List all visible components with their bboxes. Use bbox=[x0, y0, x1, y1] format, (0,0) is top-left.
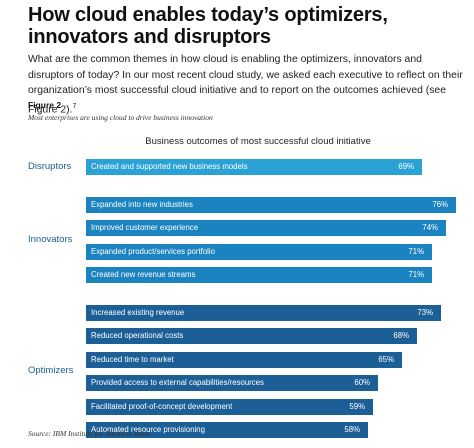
figure-label: Figure 2 bbox=[28, 100, 62, 110]
bar: Created and supported new business model… bbox=[86, 159, 422, 175]
bar: Expanded into new industries 76% bbox=[86, 196, 456, 213]
footnote-ref: 7 bbox=[72, 102, 77, 110]
bar: Facilitated proof-of-concept development… bbox=[86, 398, 373, 415]
bar: Increased existing revenue 73% bbox=[86, 304, 441, 321]
bar-value-label: 71% bbox=[408, 270, 424, 279]
bar: Created new revenue streams 71% bbox=[86, 267, 432, 283]
bar-value-label: 59% bbox=[349, 401, 365, 411]
page-title: How cloud enables today’s optimizers, in… bbox=[28, 4, 388, 48]
bar: Expanded product/services portfolio 71% bbox=[86, 243, 432, 260]
bar-value-label: 73% bbox=[417, 307, 433, 317]
group-label: Disruptors bbox=[28, 161, 72, 172]
bar-label: Automated resource provisioning bbox=[91, 425, 205, 434]
bar-value-label: 60% bbox=[354, 378, 370, 387]
bar-value-label: 68% bbox=[393, 331, 409, 340]
bar-value-label: 74% bbox=[422, 223, 438, 232]
bar-label: Increased existing revenue bbox=[91, 307, 185, 317]
intro-paragraph: What are the common themes in how cloud … bbox=[28, 52, 466, 117]
bar-label: Provided access to external capabilities… bbox=[91, 378, 264, 387]
chart-title: Business outcomes of most successful clo… bbox=[145, 136, 371, 147]
bar-label: Expanded product/services portfolio bbox=[91, 246, 215, 256]
intro-text: What are the common themes in how cloud … bbox=[28, 54, 463, 115]
group-label: Optimizers bbox=[28, 365, 74, 376]
bar: Reduced operational costs 68% bbox=[86, 328, 417, 344]
bar-label: Improved customer experience bbox=[91, 223, 199, 232]
bar-label: Facilitated proof-of-concept development bbox=[91, 401, 233, 411]
bar: Reduced time to market 65% bbox=[86, 351, 402, 368]
figure-subtitle: Most enterprises are using cloud to driv… bbox=[28, 113, 213, 122]
bar-value-label: 71% bbox=[408, 246, 424, 256]
bar: Improved customer experience 74% bbox=[86, 220, 446, 236]
bar: Provided access to external capabilities… bbox=[86, 375, 378, 391]
bar-value-label: 58% bbox=[344, 425, 360, 434]
bar-label: Expanded into new industries bbox=[91, 199, 193, 209]
bar-value-label: 76% bbox=[432, 199, 448, 209]
bar-label: Reduced time to market bbox=[91, 354, 174, 364]
bar-label: Reduced operational costs bbox=[91, 331, 184, 340]
source-note: Source: IBM Institute for Business Value bbox=[28, 429, 150, 438]
bar-label: Created new revenue streams bbox=[91, 270, 196, 279]
group-label: Innovators bbox=[28, 234, 73, 245]
bar: Automated resource provisioning 58% bbox=[86, 422, 368, 438]
bar-value-label: 69% bbox=[398, 162, 414, 171]
bar-value-label: 65% bbox=[378, 354, 394, 364]
bar-label: Created and supported new business model… bbox=[91, 162, 248, 171]
